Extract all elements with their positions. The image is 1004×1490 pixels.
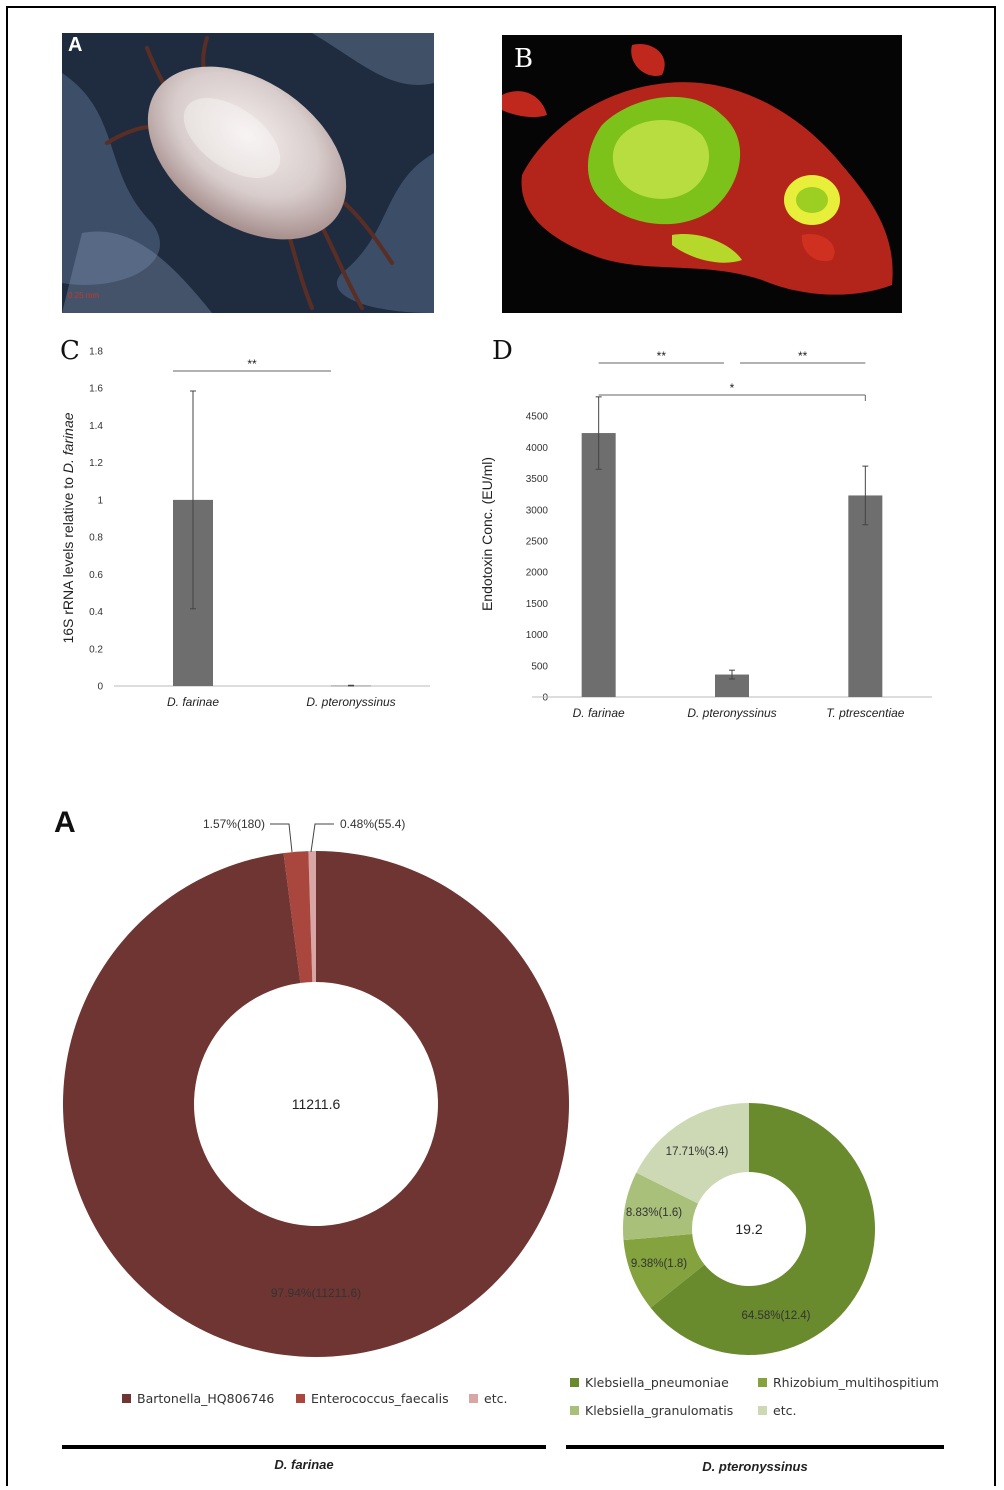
- donut-slice: [650, 1103, 875, 1355]
- legend-right-label: Rhizobium_multihospitium: [773, 1375, 939, 1390]
- legend-right-label: Klebsiella_pneumoniae: [585, 1375, 729, 1390]
- x-tick-label: T. ptrescentiae: [826, 706, 905, 720]
- y-tick-label: 0: [542, 693, 548, 704]
- x-tick-label: D. farinae: [167, 695, 219, 709]
- slice-label: 8.83%(1.6): [626, 1207, 682, 1219]
- legend-left-item: etc.: [469, 1391, 507, 1406]
- group-label-right: D. pteronyssinus: [702, 1459, 808, 1474]
- x-tick-label: D. pteronyssinus: [687, 706, 776, 720]
- legend-right-item: etc.: [758, 1403, 796, 1418]
- y-tick-label: 4500: [526, 412, 549, 423]
- y-tick-label: 1.6: [89, 384, 103, 395]
- legend-right-label: Klebsiella_granulomatis: [585, 1403, 734, 1418]
- legend-right-item: Klebsiella_pneumoniae: [570, 1375, 729, 1390]
- donut-slice: [623, 1234, 705, 1308]
- legend-left-swatch: [122, 1394, 131, 1403]
- photo-a-letter: A: [68, 34, 83, 56]
- y-tick-label: 1500: [526, 599, 549, 610]
- y-tick-label: 500: [531, 661, 548, 672]
- legend-left-swatch: [296, 1394, 305, 1403]
- legend-left-item: Enterococcus_faecalis: [296, 1391, 449, 1406]
- y-tick-label: 0.4: [89, 607, 103, 618]
- y-tick-label: 2000: [526, 568, 549, 579]
- figure-frame: [6, 6, 996, 1486]
- legend-right-swatch: [758, 1378, 767, 1387]
- legend-left-swatch: [469, 1394, 478, 1403]
- x-tick-label: D. farinae: [573, 706, 625, 720]
- y-tick-label: 0.6: [89, 570, 103, 581]
- legend-left-label: Bartonella_HQ806746: [137, 1391, 275, 1406]
- significance-label: **: [798, 349, 808, 363]
- slice-label: 17.71%(3.4): [666, 1146, 729, 1158]
- significance-label: **: [657, 349, 667, 363]
- legend-left-label: Enterococcus_faecalis: [311, 1391, 449, 1406]
- chart-d-letter: D: [492, 336, 513, 366]
- donut-slice: [283, 851, 313, 984]
- y-axis-label: Endotoxin Conc. (EU/ml): [479, 457, 495, 611]
- donut-slice: [636, 1103, 749, 1204]
- mite-photo: 0.25 mm: [62, 33, 434, 313]
- group-rule-right: [566, 1445, 944, 1449]
- x-tick-label: D. pteronyssinus: [306, 695, 395, 709]
- photo-b-letter: B: [514, 44, 534, 74]
- legend-left-label: etc.: [484, 1391, 508, 1406]
- legend-right-swatch: [758, 1406, 767, 1415]
- donut-charts: 97.94%(11211.6) 11211.6 1.57%(180) 0.48%(55…: [63, 817, 875, 1357]
- legend-right-label: etc.: [773, 1403, 797, 1418]
- y-tick-label: 3000: [526, 505, 549, 516]
- donut-slice: [308, 851, 316, 983]
- group-rule-left: [62, 1445, 546, 1449]
- legend-right-swatch: [570, 1406, 579, 1415]
- donut-center-label: 11211.6: [292, 1096, 341, 1112]
- bar: [715, 674, 749, 697]
- scale-bar-label: 0.25 mm: [68, 291, 99, 300]
- group-label-left: D. farinae: [274, 1457, 334, 1472]
- y-tick-label: 1.2: [89, 458, 103, 469]
- mite-photo-image: 0.25 mm: [62, 33, 434, 313]
- callout-line: [310, 823, 334, 853]
- donut-slice: [623, 1172, 699, 1241]
- y-tick-label: 0.2: [89, 644, 103, 655]
- slice-callout-label: 0.48%(55.4): [340, 817, 405, 831]
- donut-center-label: 19.2: [735, 1221, 762, 1237]
- legend-right-swatch: [570, 1378, 579, 1387]
- significance-label: **: [247, 357, 257, 371]
- fluorescence-photo: [502, 35, 902, 313]
- y-tick-label: 4000: [526, 443, 549, 454]
- fluorescence-photo-image: [502, 35, 902, 313]
- y-tick-label: 1: [97, 495, 103, 506]
- donut-slice: [63, 851, 569, 1357]
- slice-callout-label: 1.57%(180): [203, 817, 265, 831]
- legend-right-item: Klebsiella_granulomatis: [570, 1403, 733, 1418]
- slice-label: 97.94%(11211.6): [271, 1286, 361, 1300]
- bar: [848, 495, 883, 697]
- chart-c-letter: C: [60, 336, 80, 366]
- chart-c: 0 0.2 0.4 0.6 0.8 1 1.2 1.4 1.6 1.8 D. farinae D. p…: [60, 347, 430, 709]
- y-tick-label: 0: [97, 682, 103, 693]
- pie-section-letter: A: [54, 806, 76, 839]
- y-tick-label: 1.8: [89, 347, 103, 358]
- legend-right-item: Rhizobium_multihospitium: [758, 1375, 939, 1390]
- significance-label: *: [730, 381, 735, 395]
- y-tick-label: 2500: [526, 537, 549, 548]
- y-axis-label-text: 16S rRNA levels relative to: [60, 473, 76, 643]
- chart-d: 0 500 1000 1500 2000 2500 3000 3500 4000 4500 D. f…: [479, 349, 932, 720]
- y-axis-label: 16S rRNA levels relative to D. farinae: [60, 412, 76, 643]
- slice-label: 9.38%(1.8): [631, 1258, 687, 1270]
- y-tick-label: 0.8: [89, 533, 103, 544]
- y-tick-label: 3500: [526, 474, 549, 485]
- y-axis-label-italic: D. farinae: [60, 412, 76, 473]
- legend-left-item: Bartonella_HQ806746: [122, 1391, 274, 1406]
- bar: [581, 433, 616, 697]
- y-tick-label: 1.4: [89, 421, 103, 432]
- callout-line: [270, 823, 293, 853]
- y-tick-label: 1000: [526, 630, 549, 641]
- slice-label: 64.58%(12.4): [741, 1310, 810, 1322]
